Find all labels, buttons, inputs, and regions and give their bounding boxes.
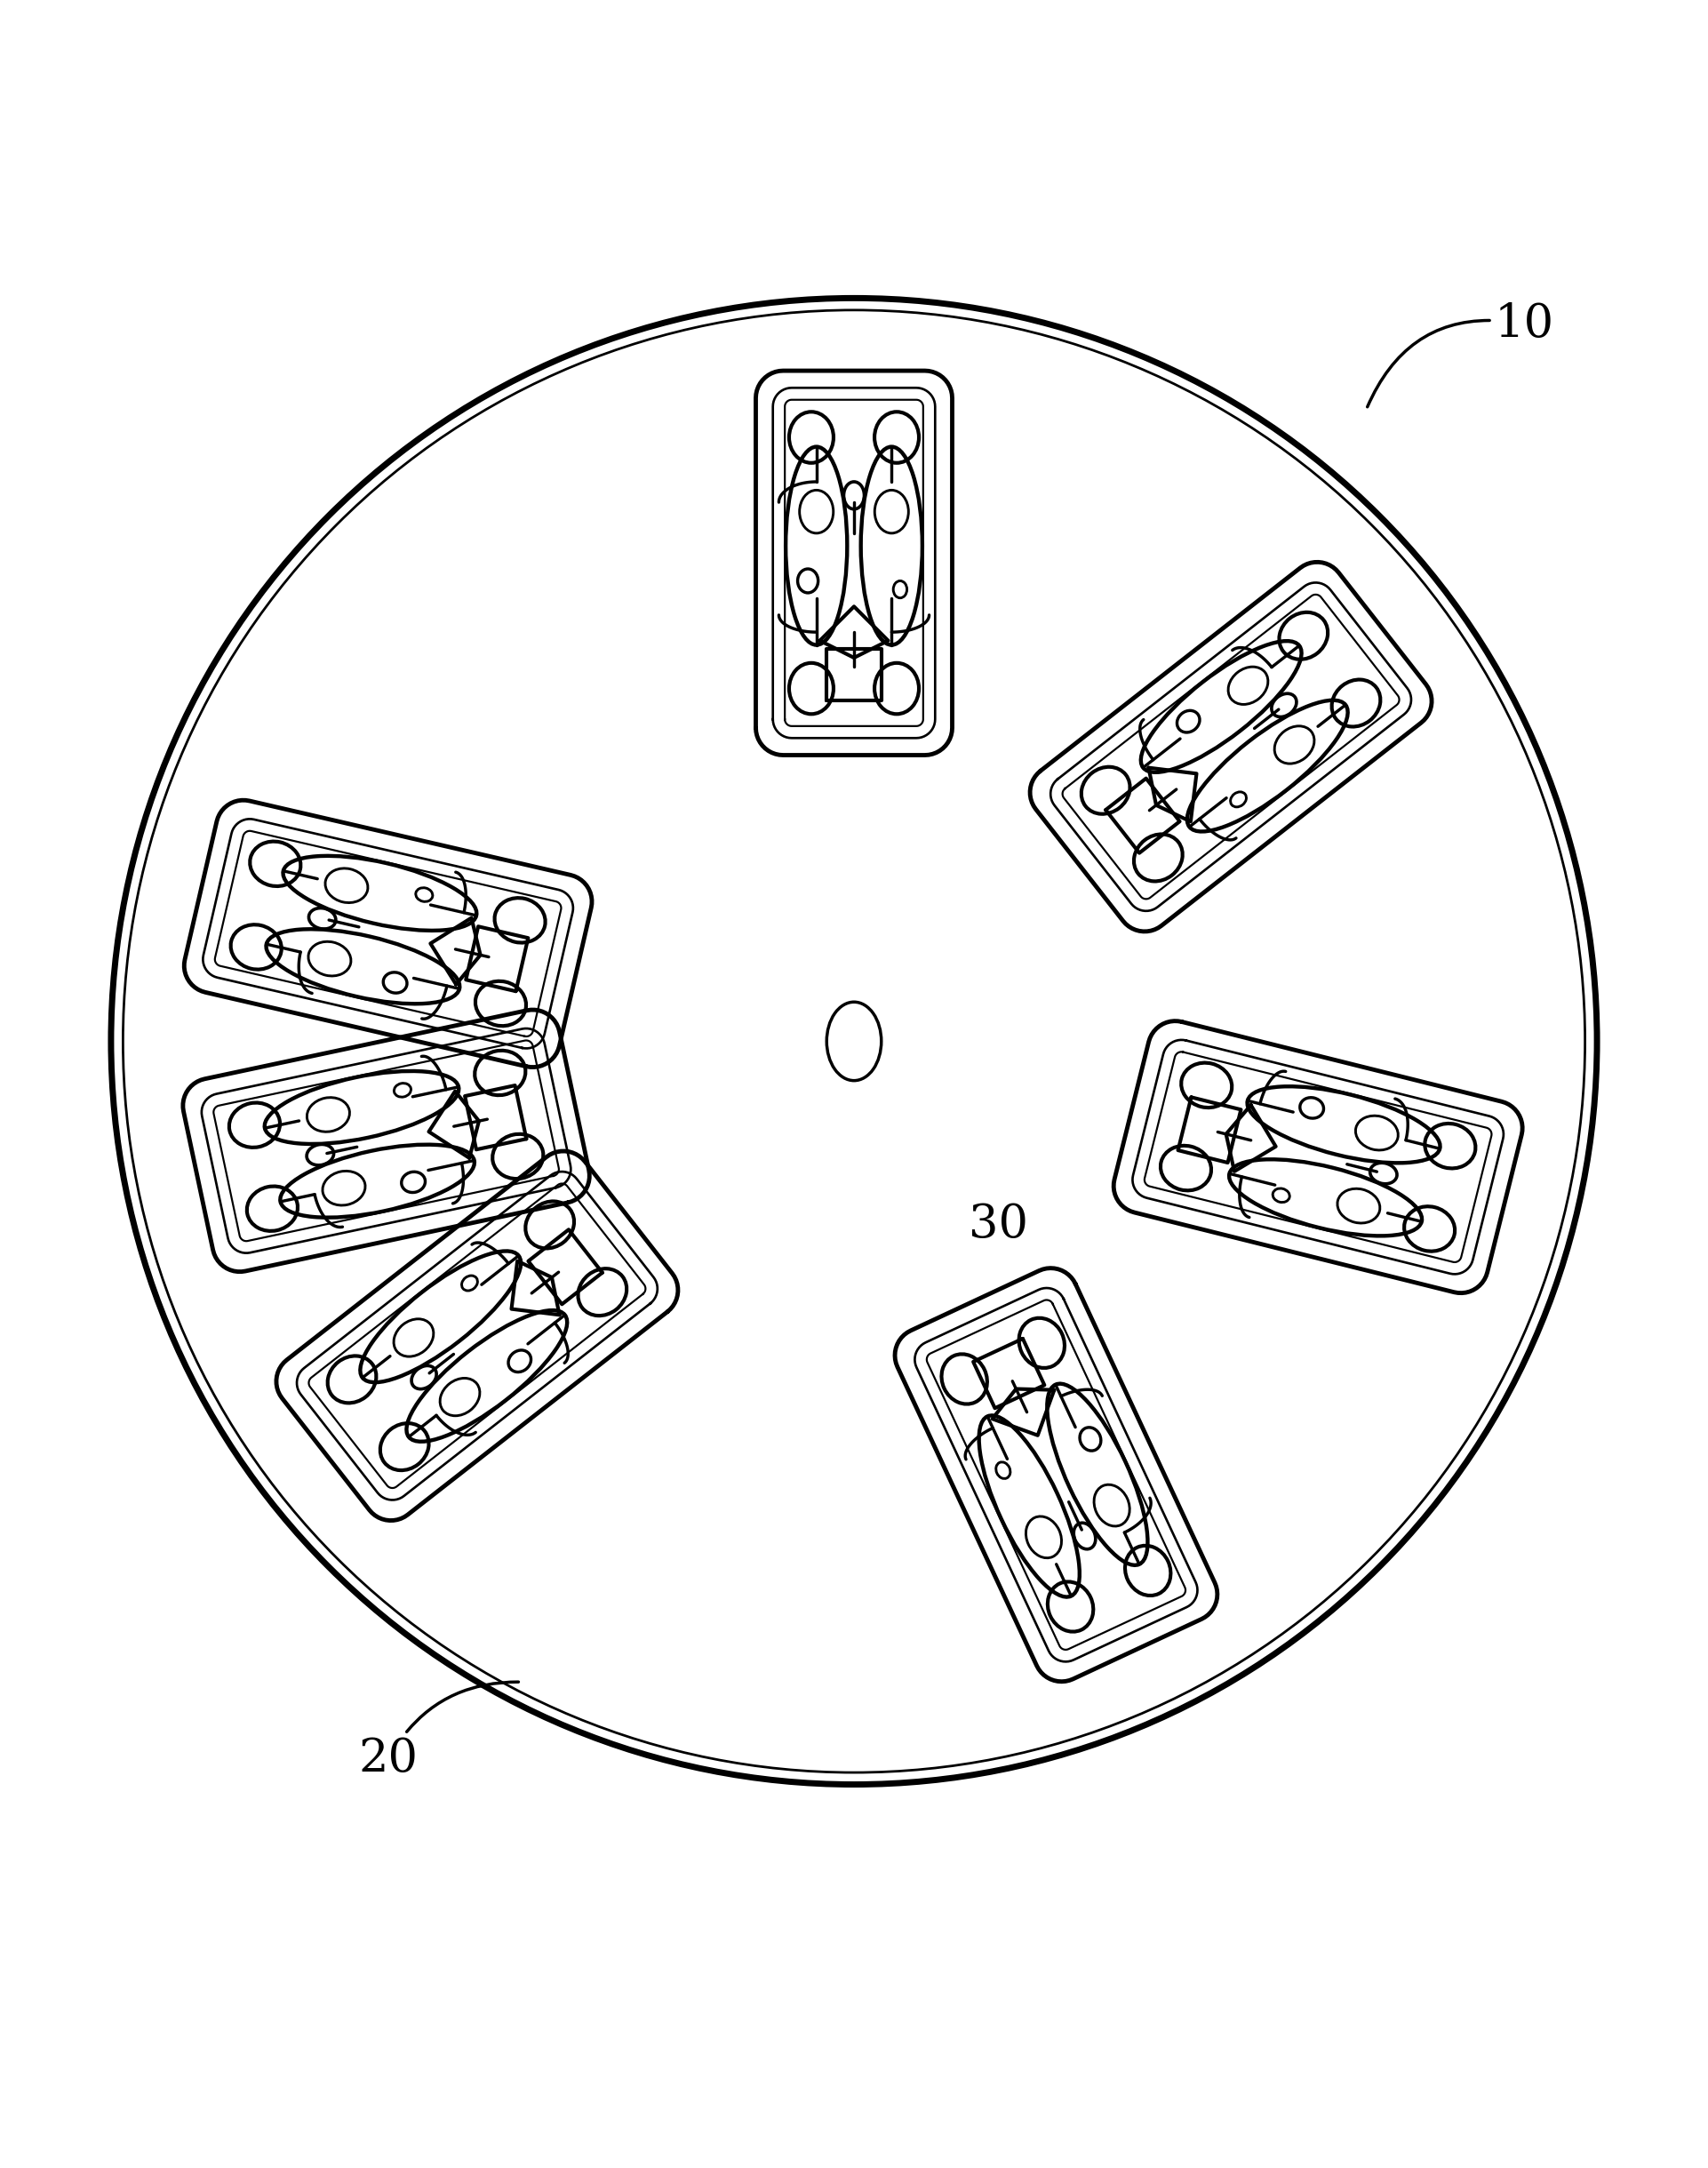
Polygon shape [974, 1338, 1044, 1409]
Polygon shape [1226, 1106, 1276, 1171]
Polygon shape [184, 800, 593, 1067]
Circle shape [111, 299, 1597, 1784]
Polygon shape [466, 926, 528, 991]
Polygon shape [465, 1086, 526, 1149]
Polygon shape [1105, 778, 1180, 852]
Polygon shape [429, 1091, 478, 1158]
Polygon shape [820, 607, 888, 657]
Polygon shape [277, 1151, 678, 1520]
Polygon shape [183, 1010, 589, 1273]
Polygon shape [1179, 1097, 1242, 1162]
Polygon shape [430, 917, 480, 984]
Text: 20: 20 [359, 1682, 519, 1782]
Polygon shape [895, 1268, 1218, 1682]
Polygon shape [1148, 767, 1197, 822]
Text: 30: 30 [968, 1201, 1028, 1247]
Polygon shape [757, 371, 953, 754]
Polygon shape [827, 648, 881, 700]
Polygon shape [528, 1229, 603, 1305]
Polygon shape [511, 1262, 560, 1314]
Polygon shape [1114, 1021, 1522, 1292]
Polygon shape [992, 1390, 1054, 1435]
Polygon shape [1030, 562, 1431, 932]
Text: 10: 10 [1368, 301, 1554, 408]
